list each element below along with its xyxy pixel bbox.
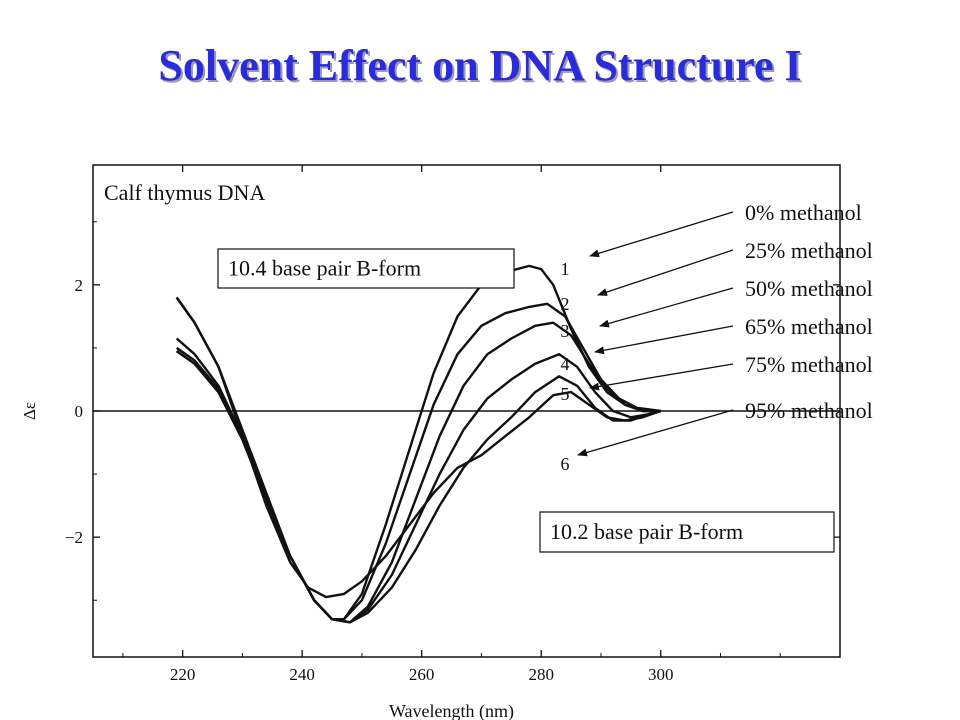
spectrum-line-5: [176, 350, 662, 624]
y-tick-label: 2: [75, 276, 84, 295]
legend-arrow: [589, 211, 734, 258]
legend-arrow: [594, 325, 734, 355]
spectrum-line-3: [176, 321, 661, 624]
legend-arrow: [599, 287, 734, 328]
chart-title: Calf thymus DNA: [104, 180, 265, 205]
annotation-b-form-10-4-text: 10.4 base pair B-form: [228, 256, 421, 281]
spectrum-line-1: [175, 264, 661, 621]
legend-arrow: [577, 409, 734, 457]
curve-number-label: 1: [561, 259, 570, 279]
legend-entry: 65% methanol: [745, 314, 873, 339]
curve-number-label: 5: [561, 384, 570, 404]
x-tick-label: 220: [170, 665, 196, 684]
y-tick-label: 0: [75, 402, 84, 421]
x-tick-label: 240: [289, 665, 315, 684]
slide-title: Solvent Effect on DNA Structure I: [158, 41, 802, 90]
spectrum-line-4: [176, 350, 662, 624]
legend-entry: 50% methanol: [745, 276, 873, 301]
x-tick-label: 280: [528, 665, 554, 684]
legend-arrow: [589, 363, 734, 391]
y-tick-label: −2: [65, 528, 83, 547]
annotation-b-form-10-2-text: 10.2 base pair B-form: [550, 519, 743, 544]
curve-number-label: 6: [561, 454, 570, 474]
curve-number-label: 3: [561, 321, 570, 341]
annotation-b-form-10-4-box: [217, 248, 515, 289]
x-tick-label: 300: [648, 665, 674, 684]
spectrum-line-2: [175, 302, 661, 621]
legend-entry: 25% methanol: [745, 238, 873, 263]
spectrum-line-6: [175, 296, 662, 599]
legend-entry: 95% methanol: [745, 398, 873, 423]
legend-entry: 75% methanol: [745, 352, 873, 377]
annotation-b-form-10-2-box: [539, 511, 835, 553]
curve-number-label: 4: [561, 354, 570, 374]
x-tick-label: 260: [409, 665, 435, 684]
legend-arrow: [597, 249, 734, 296]
x-axis-label: Wavelength (nm): [389, 701, 514, 720]
legend-entry: 0% methanol: [745, 200, 862, 225]
curve-number-label: 2: [561, 294, 570, 314]
y-axis-label: Δε: [20, 402, 39, 420]
